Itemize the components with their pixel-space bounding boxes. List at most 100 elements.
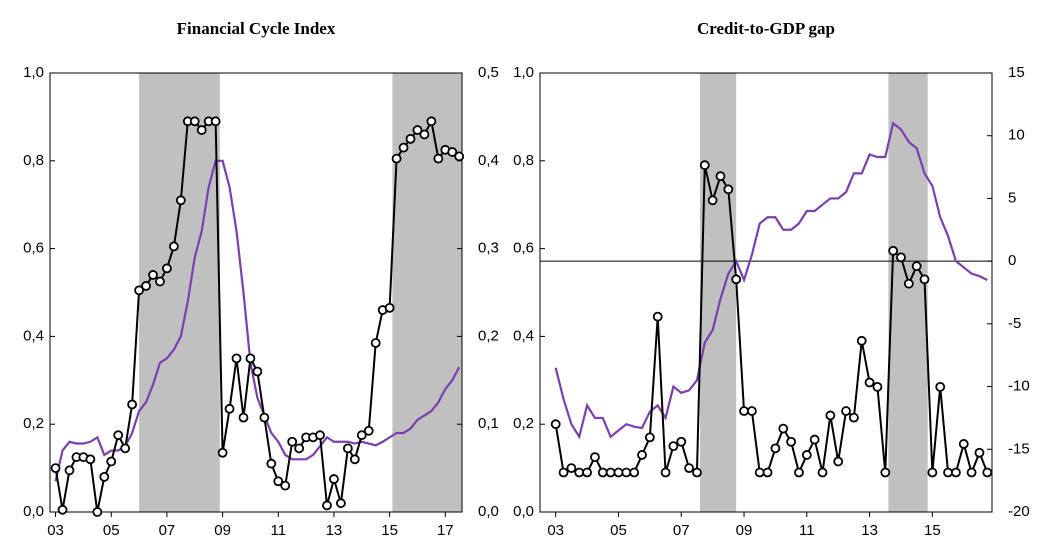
shaded-period <box>700 73 737 512</box>
data-point <box>896 252 906 263</box>
y-tick-label: 0,2 <box>23 415 44 432</box>
data-point <box>911 261 922 272</box>
shaded-period <box>888 73 928 512</box>
data-point <box>224 403 235 414</box>
data-point <box>419 129 430 140</box>
data-point <box>391 153 402 164</box>
data-point <box>196 125 207 135</box>
x-tick-label: 07 <box>673 522 690 539</box>
data-point <box>349 454 360 465</box>
data-point <box>739 406 749 416</box>
data-point <box>57 504 68 515</box>
data-point <box>951 467 961 478</box>
data-point <box>762 467 773 478</box>
data-point <box>259 412 270 423</box>
data-point <box>266 458 277 469</box>
data-point <box>621 467 632 478</box>
data-point <box>880 467 891 478</box>
data-point <box>426 116 437 127</box>
x-tick-label: 15 <box>381 522 398 539</box>
data-point <box>927 467 938 478</box>
chart-title: Credit-to-GDP gap <box>697 19 835 38</box>
data-point <box>189 116 200 127</box>
data-point <box>605 467 616 478</box>
y2-tick-label: -10 <box>1008 378 1030 395</box>
data-point <box>210 116 221 127</box>
x-tick-label: 13 <box>861 522 878 539</box>
data-point <box>155 276 165 287</box>
data-point <box>294 443 305 454</box>
data-point <box>935 381 946 392</box>
x-tick-label: 09 <box>736 522 753 539</box>
data-point <box>660 467 671 478</box>
data-point <box>168 241 179 252</box>
x-tick-label: 13 <box>326 522 343 539</box>
data-point <box>273 476 284 487</box>
data-point <box>175 195 186 206</box>
data-point <box>238 412 249 423</box>
series-line <box>554 121 988 440</box>
data-point <box>652 311 663 322</box>
data-point <box>707 195 718 206</box>
data-point <box>715 171 726 182</box>
y2-tick-label: 0,4 <box>478 152 499 169</box>
data-point <box>613 467 624 478</box>
y-tick-label: 0,6 <box>23 240 44 257</box>
data-point <box>856 335 867 346</box>
data-point <box>85 454 96 465</box>
data-point <box>644 432 655 443</box>
data-point <box>141 281 151 291</box>
data-point <box>287 436 298 447</box>
data-point <box>550 419 561 430</box>
data-point <box>966 467 977 478</box>
y2-tick-label: 0,1 <box>478 415 499 432</box>
y-tick-label: 0,4 <box>23 327 44 344</box>
data-point <box>794 467 804 478</box>
y2-tick-label: 15 <box>1008 64 1025 81</box>
data-point <box>919 274 930 285</box>
data-point <box>120 443 131 454</box>
y-tick-label: 0,0 <box>23 503 44 520</box>
data-point <box>398 142 409 153</box>
data-point <box>582 467 592 478</box>
data-point <box>746 406 757 416</box>
data-point <box>113 430 124 441</box>
data-point <box>92 507 103 517</box>
data-point <box>322 500 332 511</box>
data-point <box>231 353 242 364</box>
data-point <box>731 274 742 285</box>
x-tick-label: 11 <box>799 522 815 539</box>
data-point <box>336 498 346 509</box>
data-point <box>974 447 985 458</box>
data-point <box>801 450 812 460</box>
x-tick-label: 09 <box>214 522 231 539</box>
data-point <box>692 467 702 478</box>
data-point <box>872 381 883 392</box>
data-point <box>841 406 851 416</box>
data-point <box>699 160 710 171</box>
y2-tick-label: 0,5 <box>478 64 499 81</box>
data-point <box>848 412 859 423</box>
data-point <box>629 467 640 478</box>
data-point <box>252 366 263 377</box>
data-point <box>566 463 577 474</box>
y-tick-label: 1,0 <box>23 64 44 81</box>
y2-tick-label: 0 <box>1008 252 1016 269</box>
data-point <box>245 353 256 364</box>
x-tick-label: 05 <box>103 522 120 539</box>
data-point <box>809 434 820 445</box>
data-point <box>342 443 353 454</box>
data-point <box>778 423 789 434</box>
x-tick-label: 17 <box>437 522 454 539</box>
data-point <box>447 147 458 157</box>
data-point <box>864 377 875 388</box>
data-point <box>574 467 585 478</box>
data-point <box>99 471 110 482</box>
data-point <box>315 430 325 441</box>
data-point <box>817 467 828 478</box>
y2-tick-label: 10 <box>1008 127 1025 144</box>
data-point <box>329 474 339 484</box>
y-tick-label: 0,8 <box>23 152 44 169</box>
data-point <box>558 467 569 478</box>
data-point <box>668 441 679 452</box>
